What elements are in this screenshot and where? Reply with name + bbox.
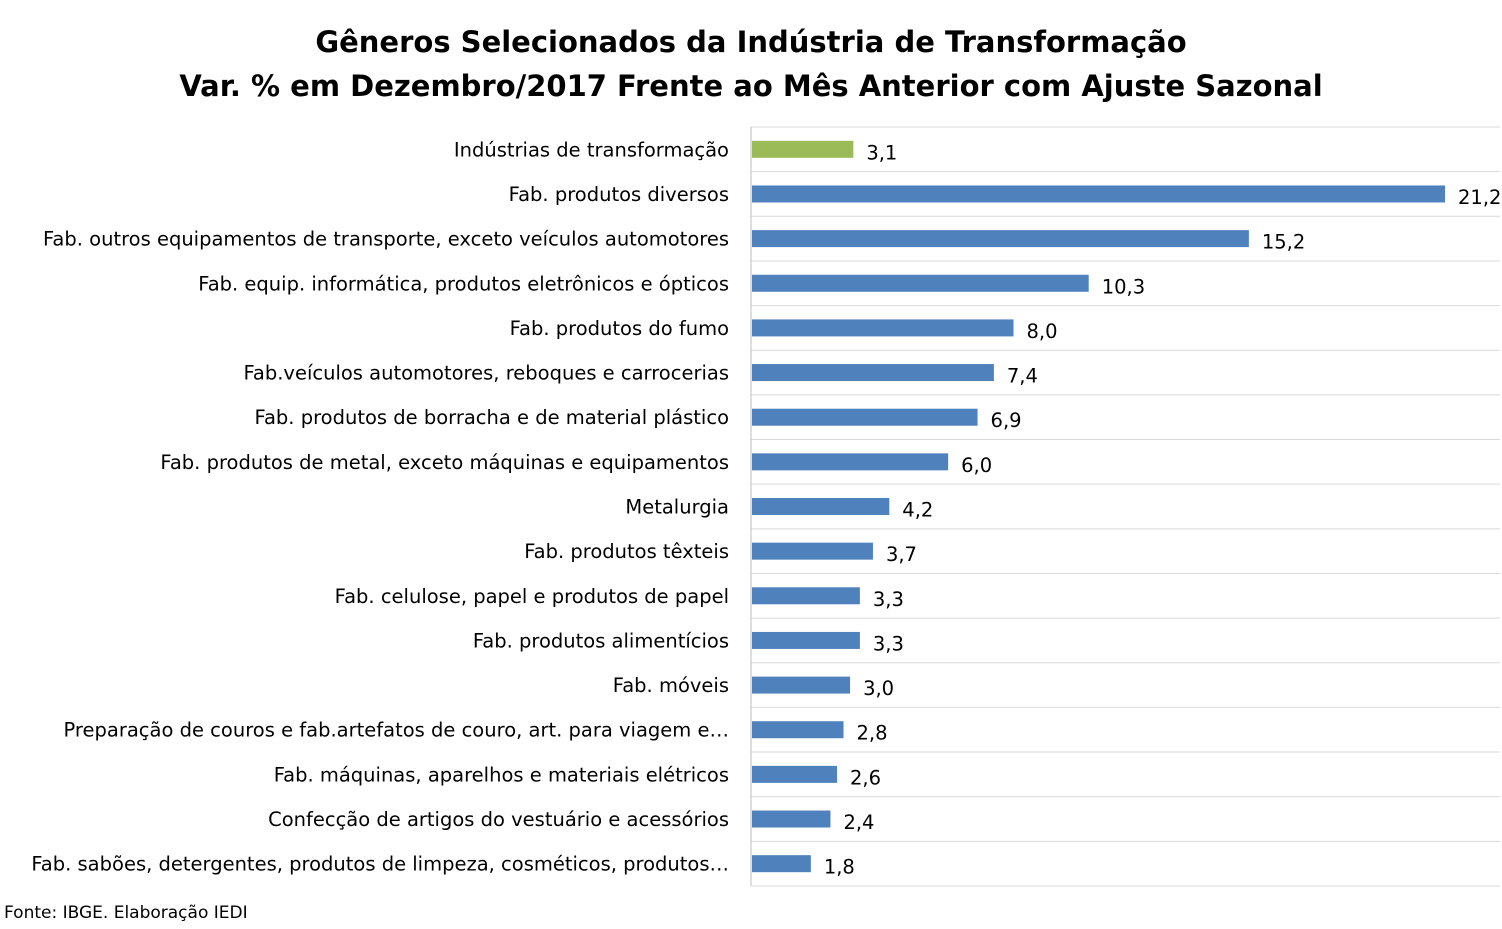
bar [752,765,837,783]
bar [752,408,978,426]
bar [752,855,811,873]
category-label: Indústrias de transformação [454,138,729,161]
category-label: Confecção de artigos do vestuário e aces… [268,808,729,831]
data-label: 10,3 [1102,275,1145,298]
category-label: Fab. sabões, detergentes, produtos de li… [31,853,729,876]
category-label: Preparação de couros e fab.artefatos de … [64,719,729,742]
data-label: 3,3 [873,588,904,611]
data-label: 3,0 [863,677,894,700]
category-label: Fab. produtos do fumo [510,317,729,340]
bar [752,721,844,739]
category-label: Fab.veículos automotores, reboques e car… [243,362,729,385]
data-label: 8,0 [1027,320,1058,343]
bar [752,453,949,471]
bar [752,319,1014,337]
data-label: 3,1 [866,141,897,164]
chart-title: Gêneros Selecionados da Indústria de Tra… [315,25,1186,59]
category-label: Fab. produtos diversos [509,183,729,206]
category-label: Fab. produtos de metal, exceto máquinas … [160,451,729,474]
category-label: Fab. móveis [613,674,729,697]
data-label: 7,4 [1007,365,1038,388]
bar [752,587,860,605]
category-label: Metalurgia [625,496,729,519]
category-label: Fab. máquinas, aparelhos e materiais elé… [274,763,729,786]
category-label: Fab. produtos alimentícios [473,629,729,652]
data-label: 21,2 [1458,186,1501,209]
category-label: Fab. produtos têxteis [524,540,729,563]
data-label: 6,9 [991,409,1022,432]
category-label: Fab. equip. informática, produtos eletrô… [198,272,729,295]
bar [752,140,854,158]
bar [752,274,1089,292]
data-label: 2,6 [850,766,881,789]
category-label: Fab. outros equipamentos de transporte, … [43,228,729,251]
data-label: 2,8 [857,722,888,745]
bar [752,498,890,515]
data-label: 1,8 [824,856,855,879]
bar [752,676,851,694]
data-label: 3,7 [886,543,917,566]
bar [752,631,860,649]
source-note: Fonte: IBGE. Elaboração IEDI [4,903,248,923]
chart-subtitle: Var. % em Dezembro/2017 Frente ao Mês An… [179,69,1322,103]
bar [752,810,831,828]
data-label: 2,4 [843,811,874,834]
plot-area: Indústrias de transformação 3,1 Fab. produ… [31,126,1501,887]
category-label: Fab. produtos de borracha e de material … [255,406,729,429]
data-label: 4,2 [902,499,933,522]
data-label: 15,2 [1262,231,1305,254]
category-label: Fab. celulose, papel e produtos de papel [335,585,729,608]
bar [752,230,1249,248]
data-label: 6,0 [961,454,992,477]
data-label: 3,3 [873,632,904,655]
bar [752,185,1445,203]
bar [752,542,873,560]
bar [752,364,994,382]
